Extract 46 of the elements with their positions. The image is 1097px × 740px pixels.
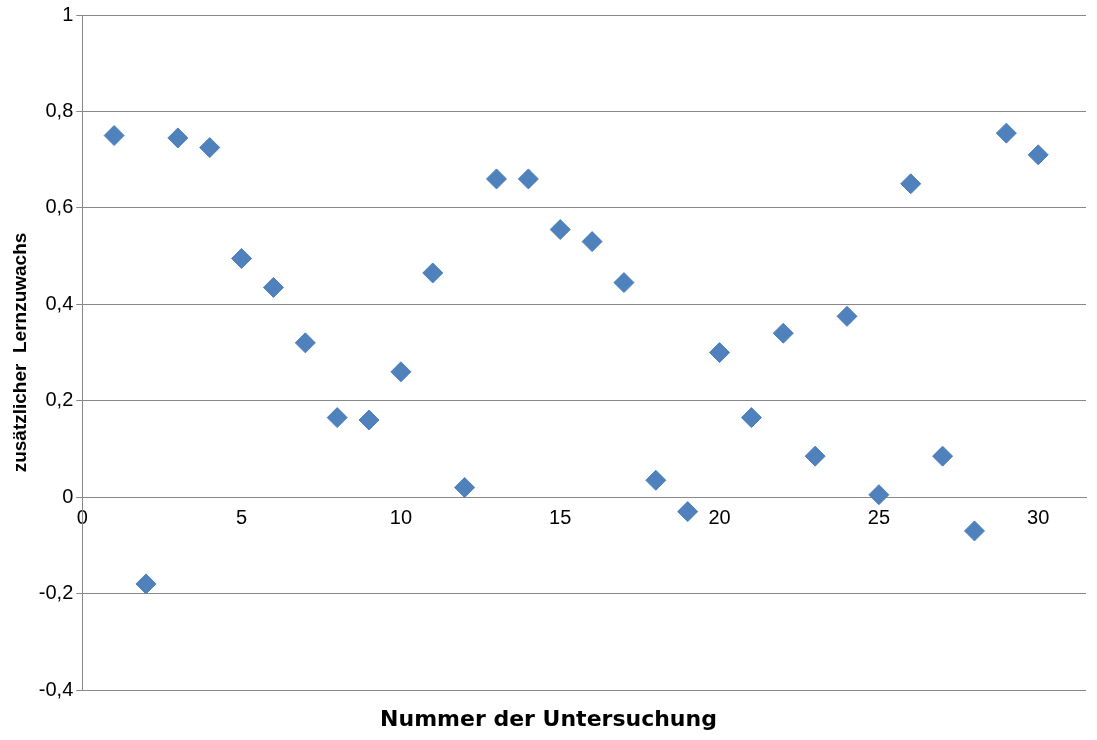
point	[581, 231, 603, 253]
x-tick-label: 5	[236, 505, 248, 528]
point	[772, 322, 794, 344]
point	[1027, 144, 1049, 166]
point	[836, 305, 858, 327]
point	[454, 477, 476, 498]
y-axis-title: zusätzlicher Lernzuwachs	[8, 232, 30, 473]
y-tick-label: 0,6	[45, 195, 74, 218]
y-tick-label: 0,2	[45, 388, 74, 411]
point	[199, 137, 221, 159]
x-tick-label: 30	[1027, 505, 1050, 528]
point	[422, 262, 444, 284]
point	[103, 125, 125, 147]
point	[326, 407, 348, 429]
point	[963, 520, 985, 542]
point	[135, 573, 157, 595]
y-tick-label: -0,2	[38, 581, 74, 604]
point	[294, 332, 316, 354]
point	[900, 173, 922, 195]
point	[613, 272, 635, 294]
point	[645, 469, 667, 491]
point	[262, 276, 284, 298]
point	[709, 342, 731, 363]
point	[517, 168, 539, 190]
point	[231, 247, 253, 269]
y-tick-label: -0,4	[38, 677, 74, 700]
x-axis-title: Nummer der Untersuchung	[379, 706, 718, 731]
point	[677, 501, 699, 523]
y-tick-label: 0	[62, 484, 74, 507]
x-tick-label: 15	[549, 505, 572, 528]
point	[486, 168, 507, 190]
x-tick-label: 25	[867, 505, 890, 528]
point	[868, 484, 890, 506]
x-tick-label: 10	[389, 505, 413, 528]
point	[995, 122, 1017, 144]
point	[167, 127, 189, 149]
y-tick-label: 0,8	[45, 98, 74, 121]
point	[740, 407, 762, 429]
x-tick-label: 20	[708, 505, 731, 528]
point	[390, 361, 412, 383]
point	[549, 219, 571, 241]
y-tick-label: 1	[62, 2, 74, 25]
point	[804, 445, 826, 467]
point	[932, 445, 954, 467]
point	[358, 409, 380, 431]
y-tick-label: 0,4	[45, 291, 74, 314]
